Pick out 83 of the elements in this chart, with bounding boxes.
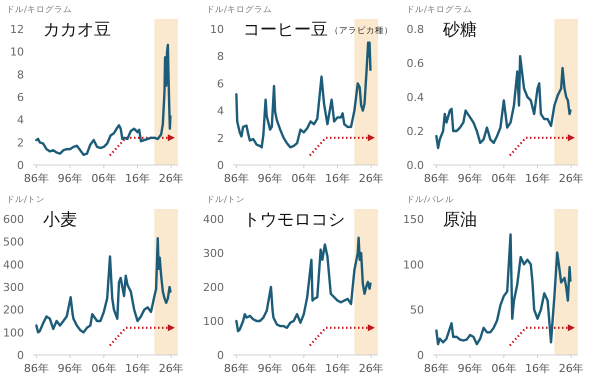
y-tick-label: 0	[417, 349, 424, 362]
x-tick-label: 06年	[491, 172, 516, 185]
x-tick-label: 06年	[291, 172, 316, 185]
x-tick-label: 16年	[125, 172, 150, 185]
x-tick-label: 26年	[558, 172, 584, 185]
y-tick-label: 150	[403, 213, 424, 226]
x-tick-label: 26年	[158, 172, 184, 185]
x-tick-label: 26年	[158, 362, 184, 375]
chart-title: 小麦	[43, 210, 77, 230]
y-tick-label: 200	[203, 281, 224, 294]
x-tick-label: 06年	[291, 362, 316, 375]
y-tick-label: 2	[217, 132, 224, 145]
x-tick-label: 16年	[325, 362, 350, 375]
y-tick-label: 0.4	[406, 91, 424, 104]
line-series	[235, 41, 372, 149]
y-tick-label: 8	[17, 68, 24, 82]
y-tick-label: 10	[10, 46, 24, 59]
x-tick-label: 96年	[258, 172, 283, 185]
y-tick-label: 2	[17, 136, 24, 150]
y-tick-label: 0.0	[406, 159, 424, 172]
x-tick-label: 86年	[424, 362, 449, 375]
y-tick-label: 0.8	[406, 23, 424, 36]
y-tick-label: 100	[3, 326, 24, 340]
x-tick-label: 96年	[458, 172, 483, 185]
y-tick-label: 400	[203, 213, 224, 226]
y-tick-label: 50	[410, 304, 424, 317]
y-tick-label: 6	[17, 91, 24, 104]
chart-title: 原油	[443, 210, 477, 230]
y-tick-label: 10	[210, 23, 224, 36]
chart-title: コーヒー豆	[243, 20, 328, 40]
x-tick-label: 26年	[558, 362, 584, 375]
x-tick-label: 86年	[224, 172, 249, 185]
chart-title: カカオ豆	[43, 20, 111, 40]
x-tick-label: 96年	[458, 362, 483, 375]
x-tick-label: 26年	[358, 362, 384, 375]
x-tick-label: 86年	[224, 362, 249, 375]
y-tick-label: 4	[17, 114, 24, 127]
x-tick-label: 16年	[525, 172, 550, 185]
y-tick-label: 0	[17, 349, 24, 362]
y-tick-label: 12	[10, 23, 24, 36]
x-tick-label: 96年	[258, 362, 283, 375]
y-tick-label: 0	[217, 159, 224, 172]
y-axis-title: ドル/キログラム	[206, 4, 272, 15]
x-tick-label: 86年	[24, 362, 49, 375]
x-tick-label: 86年	[424, 172, 449, 185]
y-tick-label: 100	[403, 258, 424, 272]
y-tick-label: 6	[217, 77, 224, 90]
y-tick-label: 500	[3, 236, 24, 249]
y-axis-title: ドル/キログラム	[6, 4, 72, 15]
line-series	[235, 236, 372, 332]
line-series	[435, 55, 572, 150]
line-series	[35, 44, 172, 156]
y-tick-label: 400	[3, 258, 24, 272]
y-tick-label: 600	[3, 213, 24, 226]
y-axis-title: ドル/キログラム	[406, 4, 472, 15]
chart-title: 砂糖	[442, 20, 477, 40]
y-axis-title: ドル/トン	[6, 195, 45, 205]
y-tick-label: 4	[217, 104, 224, 118]
x-tick-label: 16年	[525, 362, 550, 375]
chart-subtitle: （アラビカ種）	[330, 25, 393, 36]
x-tick-label: 96年	[58, 172, 83, 185]
y-tick-label: 300	[3, 281, 24, 294]
y-axis-title: ドル/バレル	[406, 195, 454, 205]
line-series	[435, 233, 572, 346]
x-tick-label: 96年	[58, 362, 83, 375]
x-tick-label: 26年	[358, 172, 384, 185]
y-tick-label: 0	[217, 349, 224, 362]
y-tick-label: 0.6	[406, 57, 424, 70]
y-tick-label: 0	[17, 159, 24, 172]
x-tick-label: 86年	[24, 172, 49, 185]
y-tick-label: 300	[203, 247, 224, 260]
chart-title: トウモロコシ	[243, 210, 345, 230]
x-tick-label: 16年	[125, 362, 150, 375]
y-tick-label: 200	[3, 304, 24, 317]
x-tick-label: 06年	[91, 172, 116, 185]
y-axis-title: ドル/トン	[206, 195, 245, 205]
y-tick-label: 8	[217, 50, 224, 64]
y-tick-label: 100	[203, 315, 224, 328]
x-tick-label: 16年	[325, 172, 350, 185]
y-tick-label: 0.2	[406, 125, 424, 138]
line-series	[35, 237, 172, 334]
x-tick-label: 06年	[91, 362, 116, 375]
x-tick-label: 06年	[491, 362, 516, 375]
